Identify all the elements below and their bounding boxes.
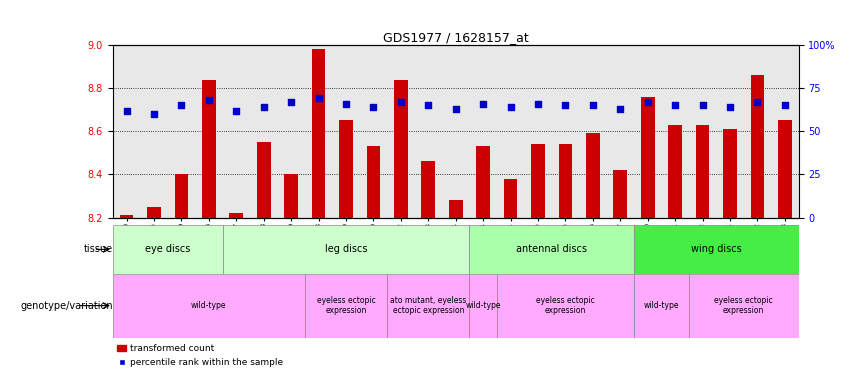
Text: leg discs: leg discs: [325, 244, 367, 254]
Text: wing discs: wing discs: [691, 244, 741, 254]
Bar: [614, 170, 627, 217]
Text: genotype/variation: genotype/variation: [21, 301, 114, 310]
Bar: [113, 225, 222, 274]
Point: [614, 106, 628, 112]
Bar: [696, 125, 709, 217]
Point: [531, 100, 545, 106]
Bar: [120, 215, 134, 217]
Bar: [285, 174, 298, 217]
Point: [284, 99, 298, 105]
Bar: [113, 274, 305, 338]
Bar: [641, 97, 654, 218]
Point: [394, 99, 408, 105]
Bar: [470, 225, 634, 274]
Point: [147, 111, 161, 117]
Bar: [305, 274, 387, 338]
Point: [641, 99, 654, 105]
Text: eyeless ectopic
expression: eyeless ectopic expression: [714, 296, 773, 315]
Bar: [668, 125, 682, 217]
Point: [503, 104, 517, 110]
Bar: [148, 207, 161, 218]
Bar: [531, 144, 545, 218]
Text: tissue: tissue: [84, 244, 114, 254]
Bar: [586, 134, 600, 218]
Point: [120, 108, 134, 114]
Point: [751, 99, 765, 105]
Bar: [257, 142, 271, 218]
Bar: [496, 274, 634, 338]
Bar: [449, 200, 463, 217]
Point: [339, 100, 353, 106]
Bar: [339, 120, 352, 218]
Point: [668, 102, 682, 108]
Bar: [634, 225, 799, 274]
Text: ato mutant, eyeless
ectopic expression: ato mutant, eyeless ectopic expression: [390, 296, 466, 315]
Point: [558, 102, 572, 108]
Text: antennal discs: antennal discs: [516, 244, 587, 254]
Bar: [689, 274, 799, 338]
Title: GDS1977 / 1628157_at: GDS1977 / 1628157_at: [383, 31, 529, 44]
Point: [202, 97, 216, 103]
Text: wild-type: wild-type: [644, 301, 679, 310]
Bar: [723, 129, 737, 218]
Bar: [222, 225, 470, 274]
Point: [229, 108, 243, 114]
Point: [312, 96, 326, 102]
Text: eyeless ectopic
expression: eyeless ectopic expression: [536, 296, 595, 315]
Bar: [477, 146, 490, 218]
Text: wild-type: wild-type: [465, 301, 501, 310]
Bar: [634, 274, 689, 338]
Text: wild-type: wild-type: [191, 301, 227, 310]
Bar: [559, 144, 572, 218]
Bar: [229, 213, 243, 217]
Point: [449, 106, 463, 112]
Bar: [470, 274, 496, 338]
Bar: [778, 120, 792, 218]
Point: [778, 102, 792, 108]
Bar: [503, 178, 517, 218]
Point: [257, 104, 271, 110]
Bar: [174, 174, 188, 217]
Bar: [202, 80, 216, 218]
Bar: [422, 161, 435, 218]
Bar: [366, 146, 380, 218]
Point: [586, 102, 600, 108]
Text: eye discs: eye discs: [145, 244, 190, 254]
Point: [366, 104, 380, 110]
Point: [421, 102, 435, 108]
Point: [723, 104, 737, 110]
Point: [174, 102, 188, 108]
Bar: [387, 274, 470, 338]
Point: [695, 102, 709, 108]
Bar: [312, 49, 326, 217]
Point: [477, 100, 490, 106]
Bar: [751, 75, 764, 217]
Text: eyeless ectopic
expression: eyeless ectopic expression: [317, 296, 375, 315]
Legend: transformed count, percentile rank within the sample: transformed count, percentile rank withi…: [117, 344, 283, 367]
Bar: [394, 80, 408, 218]
